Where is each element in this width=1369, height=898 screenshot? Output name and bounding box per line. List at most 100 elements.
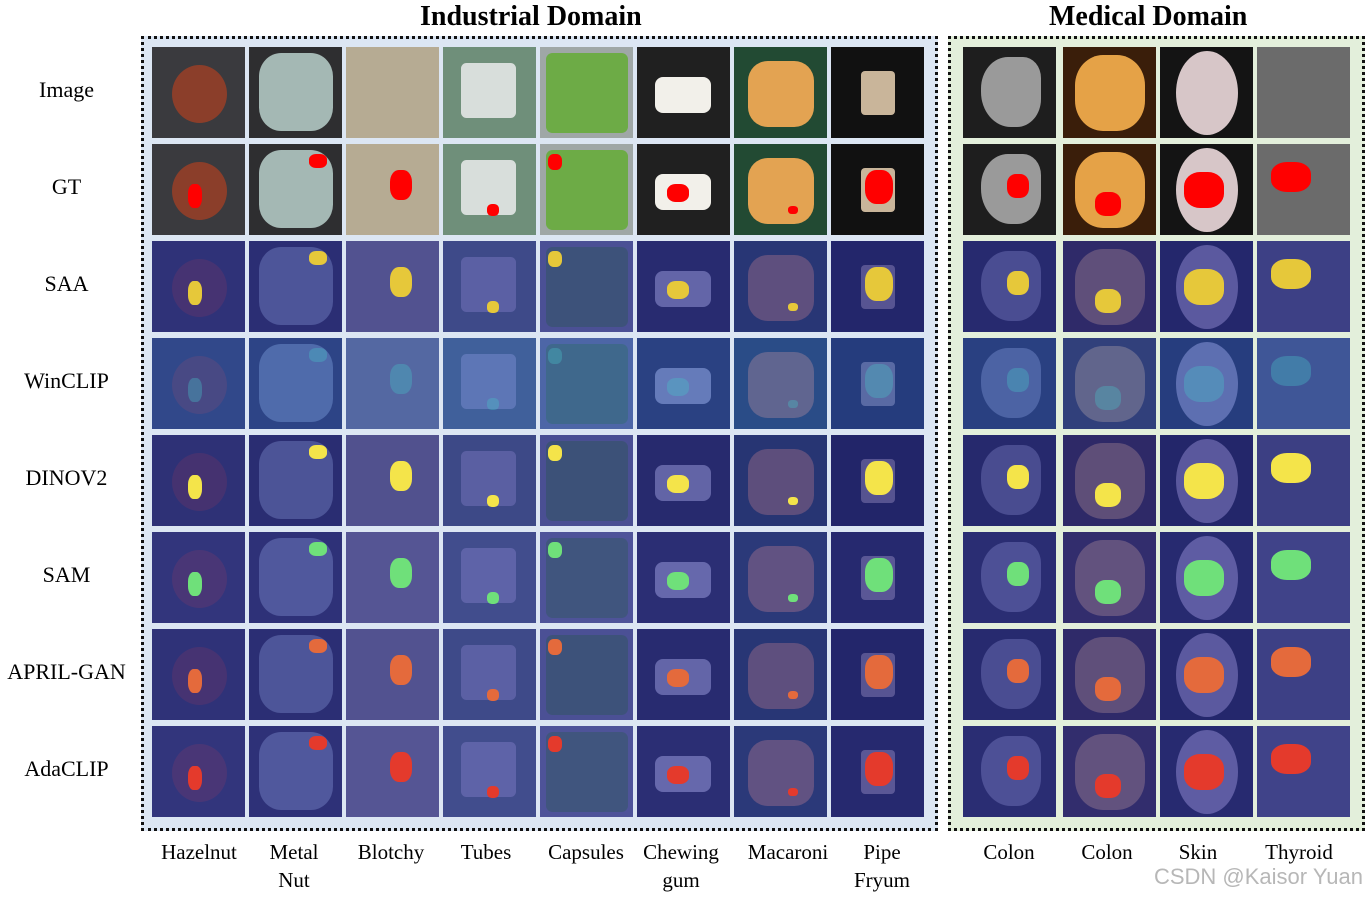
cell-saa-ind-blotchy-2 — [346, 241, 439, 332]
anomaly-spot — [487, 301, 499, 313]
cell-sam-ind-hazelnut-0 — [152, 532, 245, 623]
anomaly-spot — [1184, 269, 1224, 305]
anomaly-spot — [667, 378, 689, 396]
heatmap-overlay — [1257, 338, 1350, 429]
cell-saa-ind-chewing-5 — [637, 241, 730, 332]
anomaly-spot — [390, 752, 412, 782]
cell-dinov2-med-colon-0 — [963, 435, 1056, 526]
cell-april-gan-ind-hazelnut-0 — [152, 629, 245, 720]
cell-dinov2-med-thyroid-3 — [1257, 435, 1350, 526]
anomaly-spot — [309, 736, 327, 750]
column-label-ind-7-line1: Pipe — [863, 840, 901, 864]
anomaly-spot — [548, 736, 562, 752]
row-label-gt: GT — [51, 174, 82, 199]
ground-truth-mask — [1095, 192, 1121, 216]
cell-winclip-med-thyroid-3 — [1257, 338, 1350, 429]
anomaly-spot — [487, 689, 499, 701]
anomaly-spot — [1184, 560, 1224, 596]
row-label-dinov2: DINOV2 — [25, 465, 108, 490]
heatmap-overlay — [637, 338, 730, 429]
anomaly-spot — [1271, 259, 1311, 289]
anomaly-spot — [188, 475, 202, 499]
anomaly-spot — [865, 267, 893, 301]
row-label-image: Image — [39, 77, 94, 102]
anomaly-spot — [1095, 774, 1121, 798]
cell-adaclip-med-colon-1 — [1063, 726, 1156, 817]
cell-dinov2-med-colon-1 — [1063, 435, 1156, 526]
ground-truth-mask — [309, 154, 327, 168]
cell-sam-med-thyroid-3 — [1257, 532, 1350, 623]
cell-april-gan-ind-metal-1 — [249, 629, 342, 720]
anomaly-spot — [865, 364, 893, 398]
object — [546, 53, 628, 133]
cell-dinov2-ind-macaroni-6 — [734, 435, 827, 526]
anomaly-spot — [1007, 562, 1029, 586]
heatmap-overlay — [443, 532, 536, 623]
anomaly-spot — [1184, 657, 1224, 693]
cell-april-gan-ind-macaroni-6 — [734, 629, 827, 720]
column-label-med-2-line1: Skin — [1178, 840, 1218, 864]
ground-truth-mask — [548, 154, 562, 170]
cell-sam-ind-blotchy-2 — [346, 532, 439, 623]
cell-saa-med-colon-0 — [963, 241, 1056, 332]
cell-image-med-colon-0 — [963, 47, 1056, 138]
anomaly-spot — [667, 669, 689, 687]
cell-gt-ind-chewing-5 — [637, 144, 730, 235]
anomaly-spot — [1095, 386, 1121, 410]
anomaly-spot — [390, 267, 412, 297]
anomaly-spot — [1184, 754, 1224, 790]
column-label-ind-3-line1: Tubes — [460, 840, 512, 864]
cell-gt-med-thyroid-3 — [1257, 144, 1350, 235]
heatmap-overlay — [963, 338, 1056, 429]
column-label-med-1-line1: Colon — [1081, 840, 1133, 864]
cell-winclip-ind-metal-1 — [249, 338, 342, 429]
anomaly-spot — [1095, 483, 1121, 507]
cell-dinov2-ind-hazelnut-0 — [152, 435, 245, 526]
object — [748, 158, 814, 224]
cell-adaclip-ind-chewing-5 — [637, 726, 730, 817]
anomaly-spot — [788, 400, 798, 408]
anomaly-spot — [865, 752, 893, 786]
cell-gt-med-colon-0 — [963, 144, 1056, 235]
anomaly-spot — [1007, 465, 1029, 489]
heatmap-overlay — [734, 435, 827, 526]
cell-saa-ind-macaroni-6 — [734, 241, 827, 332]
cell-image-ind-chewing-5 — [637, 47, 730, 138]
cell-winclip-ind-capsules-4 — [540, 338, 633, 429]
heatmap-overlay — [249, 629, 342, 720]
heatmap-overlay — [249, 435, 342, 526]
object — [1176, 51, 1238, 135]
cell-saa-med-skin-2 — [1160, 241, 1253, 332]
cell-dinov2-ind-blotchy-2 — [346, 435, 439, 526]
cell-dinov2-ind-metal-1 — [249, 435, 342, 526]
anomaly-spot — [188, 669, 202, 693]
anomaly-spot — [1095, 677, 1121, 701]
cell-april-gan-med-skin-2 — [1160, 629, 1253, 720]
column-label-ind-1-line1: Metal — [269, 840, 319, 864]
heatmap-overlay — [734, 338, 827, 429]
object — [172, 65, 227, 123]
anomaly-spot — [1184, 366, 1224, 402]
column-label-ind-4-line1: Capsules — [548, 840, 624, 864]
anomaly-spot — [1271, 550, 1311, 580]
cell-gt-ind-blotchy-2 — [346, 144, 439, 235]
heatmap-overlay — [443, 241, 536, 332]
ground-truth-mask — [1271, 162, 1311, 192]
cell-gt-ind-metal-1 — [249, 144, 342, 235]
row-label-winclip: WinCLIP — [24, 368, 109, 393]
heatmap-overlay — [1063, 629, 1156, 720]
column-label-med-0-line1: Colon — [983, 840, 1035, 864]
cell-sam-med-skin-2 — [1160, 532, 1253, 623]
anomaly-spot — [188, 281, 202, 305]
cell-sam-med-colon-0 — [963, 532, 1056, 623]
heatmap-overlay — [152, 338, 245, 429]
cell-gt-ind-macaroni-6 — [734, 144, 827, 235]
ground-truth-mask — [865, 170, 893, 204]
cell-image-ind-pipe-7 — [831, 47, 924, 138]
cell-image-ind-capsules-4 — [540, 47, 633, 138]
cell-saa-ind-hazelnut-0 — [152, 241, 245, 332]
heatmap-overlay — [734, 726, 827, 817]
anomaly-spot — [1095, 289, 1121, 313]
anomaly-spot — [390, 558, 412, 588]
heatmap-overlay — [249, 726, 342, 817]
